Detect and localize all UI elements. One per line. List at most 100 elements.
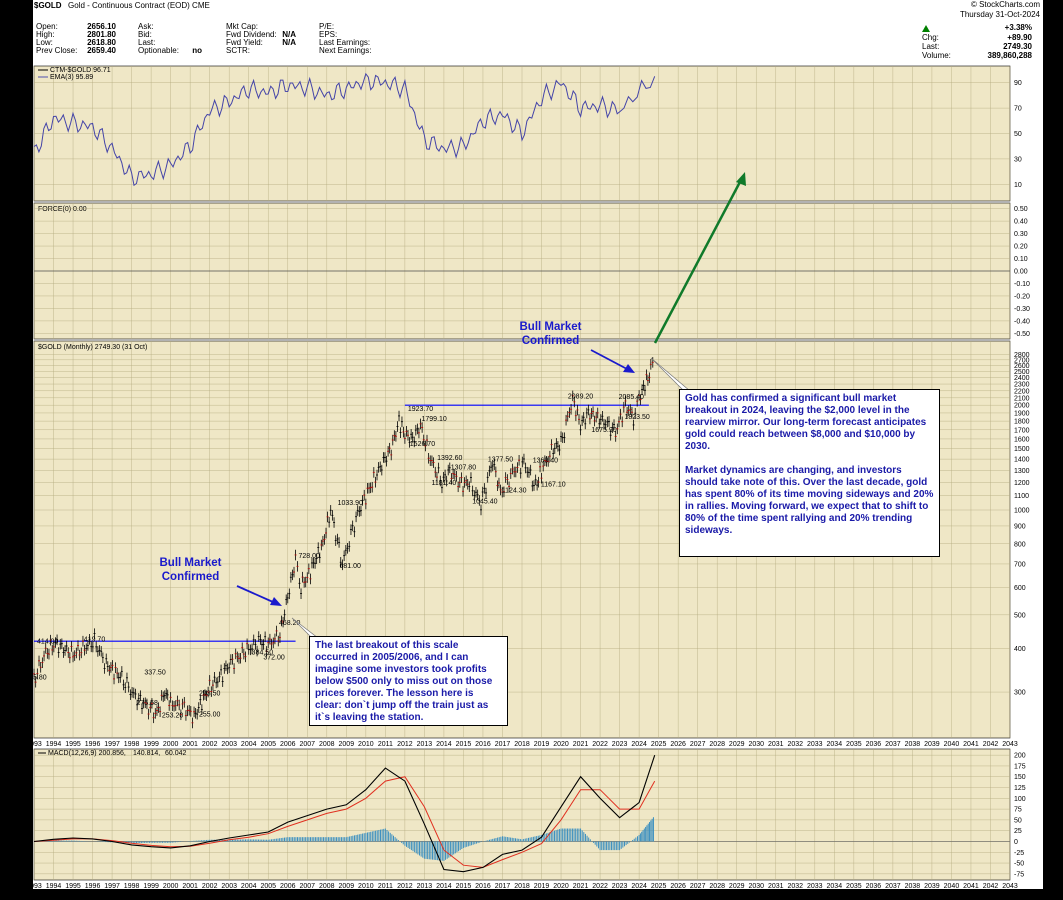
- quote-label: EPS:: [319, 30, 337, 39]
- y-tick-label: 500: [1014, 612, 1026, 619]
- x-tick-label: 2038: [905, 883, 921, 890]
- x-tick-label: 2013: [417, 741, 433, 748]
- price-label: 728.00: [299, 553, 321, 560]
- quote-value: N/A: [282, 38, 296, 47]
- quote-label: Fwd Dividend:: [226, 30, 277, 39]
- x-tick-label: 2018: [514, 883, 530, 890]
- annotation-arrow-line: [590, 349, 628, 370]
- quote-value: 2659.40: [87, 46, 116, 55]
- y-tick-label: 70: [1014, 106, 1022, 113]
- y-tick-label: 900: [1014, 523, 1026, 530]
- y-tick-label: 150: [1014, 774, 1026, 781]
- header-date: Thursday 31-Oct-2024: [960, 10, 1041, 19]
- x-tick-label: 2004: [241, 883, 257, 890]
- x-tick-label: 2032: [787, 741, 803, 748]
- x-tick-label: 2023: [612, 741, 628, 748]
- y-tick-label: 0: [1014, 839, 1018, 846]
- y-tick-label: 1600: [1014, 436, 1030, 443]
- signal-series-line: [33, 776, 656, 868]
- price-label: 253.20: [162, 713, 184, 720]
- price-label: 2085.40: [619, 394, 644, 401]
- x-tick-label: 2008: [319, 883, 335, 890]
- price-label: 1181.40: [432, 480, 457, 487]
- x-tick-label: 2001: [182, 741, 198, 748]
- x-tick-label: 2038: [905, 741, 921, 748]
- price-label: 337.50: [144, 669, 166, 676]
- y-tick-label: 10: [1014, 182, 1022, 189]
- annotation-arrow-line: [236, 585, 274, 603]
- y-tick-label: -50: [1014, 861, 1024, 868]
- x-tick-label: 2017: [495, 741, 511, 748]
- price-label: 1526.70: [410, 441, 435, 448]
- x-tick-label: 2029: [729, 741, 745, 748]
- chg-label: Chg:: [922, 33, 939, 42]
- quote-label: Mkt Cap:: [226, 22, 258, 31]
- price-label: 1675.90: [591, 427, 616, 434]
- x-tick-label: 2004: [241, 741, 257, 748]
- price-label: 275.58: [137, 700, 159, 707]
- x-tick-label: 2025: [651, 883, 667, 890]
- x-tick-label: 2040: [944, 741, 960, 748]
- price-legend: $GOLD (Monthly) 2749.30 (31 Oct): [38, 344, 147, 351]
- quote-label: Bid:: [138, 30, 152, 39]
- x-tick-label: 2028: [709, 741, 725, 748]
- x-tick-label: 2010: [358, 741, 374, 748]
- x-tick-label: 2042: [983, 883, 999, 890]
- price-label: 1823.50: [625, 414, 650, 421]
- quote-label: Optionable:: [138, 46, 179, 55]
- quote-label: Next Earnings:: [319, 46, 371, 55]
- x-tick-label: 2034: [827, 883, 843, 890]
- x-axis-strip: [34, 739, 1010, 748]
- quote-label: Ask:: [138, 22, 154, 31]
- x-tick-label: 1998: [124, 883, 140, 890]
- quote-label: High:: [36, 30, 55, 39]
- price-label: 1369.40: [533, 457, 558, 464]
- price-label: 1377.50: [488, 457, 513, 464]
- header-description: Gold - Continuous Contract (EOD) CME: [68, 1, 210, 10]
- x-tick-label: 1993: [26, 741, 42, 748]
- y-tick-label: 1900: [1014, 410, 1030, 417]
- y-tick-label: 100: [1014, 796, 1026, 803]
- x-tick-label: 2016: [475, 883, 491, 890]
- x-tick-label: 1999: [143, 741, 159, 748]
- y-tick-label: 50: [1014, 817, 1022, 824]
- x-tick-label: 2026: [670, 883, 686, 890]
- x-tick-label: 2005: [260, 741, 276, 748]
- x-tick-label: 2032: [787, 883, 803, 890]
- volume-value: 389,860,288: [988, 51, 1033, 60]
- price-label: 468.20: [279, 620, 301, 627]
- x-tick-label: 2019: [534, 883, 550, 890]
- x-tick-label: 2020: [553, 741, 569, 748]
- x-tick-label: 2040: [944, 883, 960, 890]
- x-tick-label: 2019: [534, 741, 550, 748]
- y-tick-label: 75: [1014, 807, 1022, 814]
- x-tick-label: 2001: [182, 883, 198, 890]
- y-tick-label: 800: [1014, 541, 1026, 548]
- y-tick-label: 0.00: [1014, 269, 1028, 276]
- x-tick-label: 2005: [260, 883, 276, 890]
- x-tick-label: 2003: [221, 741, 237, 748]
- x-tick-label: 2037: [885, 741, 901, 748]
- ema-legend: EMA(3) 95.89: [50, 74, 93, 81]
- x-tick-label: 2041: [963, 883, 979, 890]
- x-tick-label: 1996: [85, 741, 101, 748]
- x-tick-label: 2025: [651, 741, 667, 748]
- x-tick-label: 2002: [202, 741, 218, 748]
- y-tick-label: -75: [1014, 871, 1024, 878]
- bull-market-line-2: Confirmed: [161, 571, 220, 583]
- quote-value: 2801.80: [87, 30, 116, 39]
- x-tick-label: 2022: [592, 741, 608, 748]
- y-tick-label: 90: [1014, 80, 1022, 87]
- price-label: 1033.90: [338, 500, 363, 507]
- y-tick-label: 1200: [1014, 480, 1030, 487]
- y-tick-label: 30: [1014, 156, 1022, 163]
- change-percent: +3.38%: [1005, 23, 1032, 32]
- y-tick-label: -0.20: [1014, 293, 1030, 300]
- x-tick-label: 2013: [417, 883, 433, 890]
- y-tick-label: 600: [1014, 585, 1026, 592]
- x-tick-label: 2015: [456, 741, 472, 748]
- x-tick-label: 2030: [748, 883, 764, 890]
- y-tick-label: 1000: [1014, 508, 1030, 515]
- x-tick-label: 2023: [612, 883, 628, 890]
- note-2024-breakout: Gold has confirmed a significant bull ma…: [679, 389, 940, 557]
